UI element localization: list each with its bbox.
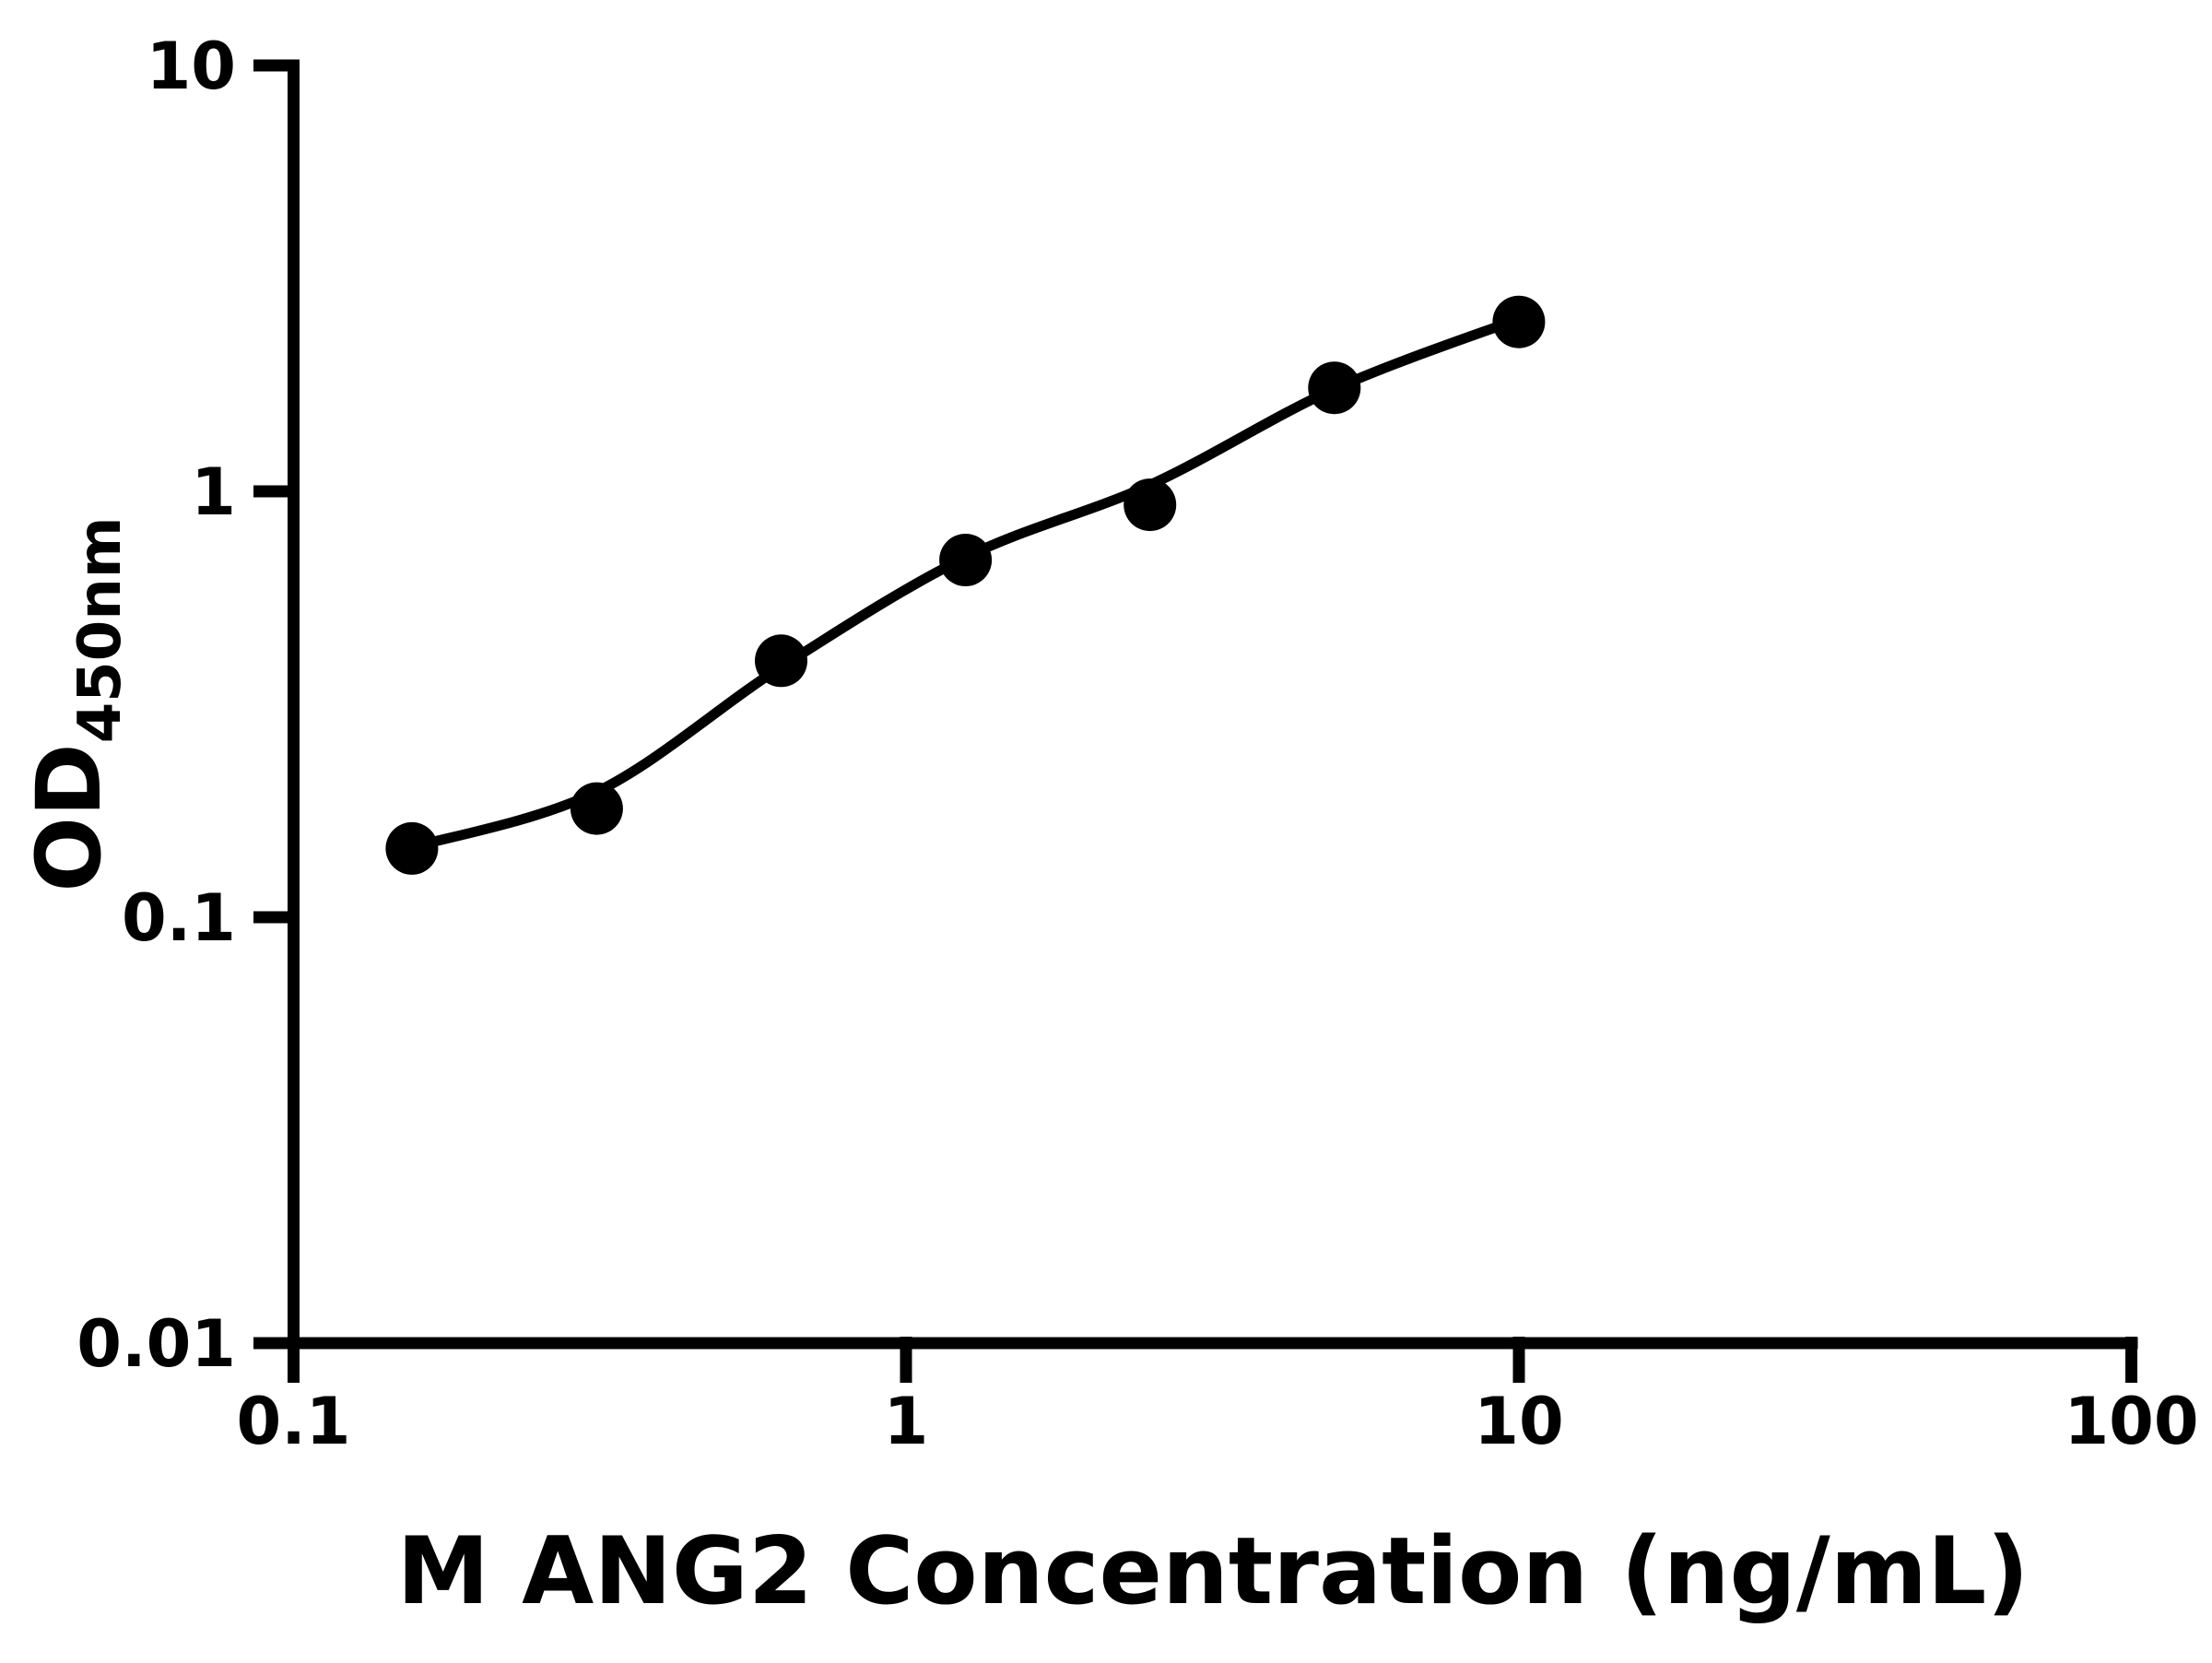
y-tick-label-0.01: 0.01 bbox=[76, 1306, 236, 1382]
y-axis-tick-labels: 10 1 0.1 0.01 bbox=[76, 29, 236, 1382]
data-point bbox=[755, 634, 807, 688]
x-axis bbox=[288, 1337, 2138, 1383]
y-tick-label-10: 10 bbox=[147, 29, 236, 104]
x-tick-label-10: 10 bbox=[1474, 1384, 1563, 1459]
data-point bbox=[1124, 478, 1177, 532]
y-axis-title-main: OD bbox=[18, 743, 121, 891]
y-tick-label-0.1: 0.1 bbox=[122, 880, 236, 956]
data-point bbox=[1492, 295, 1546, 348]
data-point bbox=[385, 821, 439, 875]
x-tick-label-1: 1 bbox=[884, 1384, 929, 1459]
data-point bbox=[570, 782, 623, 835]
y-tick-label-1: 1 bbox=[191, 454, 236, 530]
x-tick-label-0.1: 0.1 bbox=[236, 1384, 350, 1459]
data-points-group bbox=[385, 295, 1546, 875]
x-axis-title: M ANG2 Concentration (ng/mL) bbox=[396, 1516, 2029, 1625]
y-axis-title-subscript: 450nm bbox=[66, 516, 135, 743]
x-axis-tick-labels: 0.1 1 10 100 bbox=[236, 1384, 2198, 1459]
data-point bbox=[1308, 361, 1361, 415]
y-axis bbox=[253, 59, 300, 1350]
x-tick-label-100: 100 bbox=[2064, 1384, 2198, 1459]
y-axis-title: OD450nm bbox=[18, 516, 135, 891]
data-point bbox=[939, 534, 993, 586]
